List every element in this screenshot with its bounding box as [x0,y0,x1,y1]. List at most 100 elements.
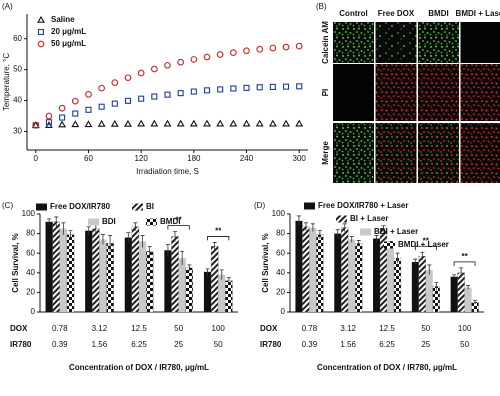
x-tick-label: 180 [187,154,201,163]
x-axis-title: Irradiation time, S [136,167,199,176]
marker [124,74,132,82]
marker [269,83,276,90]
column-label: Control [339,9,367,18]
x-tick-label: 50 [174,324,183,333]
x-tick-label: 25 [174,340,183,349]
bar [178,258,186,312]
error-bar [296,215,301,226]
micrograph [460,22,500,63]
micrograph [375,64,417,121]
marker [97,119,106,127]
row-label: IR780 [260,340,282,349]
legend-label: BMDI [160,217,180,226]
significance-label: ** [423,236,430,245]
significance-label: ** [461,252,468,261]
error-bar [342,223,347,232]
error-bar [205,268,210,275]
error-bar [413,258,418,265]
significance-bracket [167,225,190,230]
x-tick-label: 0 [34,154,39,163]
x-tick-label: 3.12 [92,324,108,333]
bar [348,239,356,312]
bar [379,228,388,313]
error-bar [303,222,308,231]
marker [256,84,263,91]
error-bar [310,223,315,232]
panel-label: (B) [316,2,327,11]
marker [58,104,66,112]
x-axis-title: Concentration of DOX / IR780, μg/mL [317,363,457,372]
x-tick-label: 100 [458,324,472,333]
y-tick-label: 40 [13,96,22,105]
micrograph [418,22,459,63]
error-bar [68,230,73,239]
x-tick-label: 1.56 [92,340,108,349]
y-tick-label: 60 [26,248,35,257]
marker [45,112,53,120]
marker [137,69,145,77]
error-bar [395,252,400,263]
column-label: BMDI + Laser [456,9,500,18]
marker [111,79,119,86]
y-tick-label: 60 [276,248,285,257]
marker [163,119,172,127]
error-bar [133,222,138,231]
marker [216,51,224,58]
significance-label: ** [215,227,222,236]
error-bar [317,230,322,239]
marker [37,28,45,36]
bar [164,250,172,312]
marker [242,119,251,127]
marker [138,95,145,102]
marker [32,121,40,129]
bar [185,267,194,313]
bar [145,251,154,313]
marker [111,100,118,107]
bar [334,233,342,312]
legend-label: 50 μg/mL [51,39,86,48]
marker [282,83,290,90]
bar [106,243,114,313]
error-bar [427,264,432,275]
bar [418,255,426,313]
bar [66,234,75,313]
x-tick-label: 6.25 [131,340,147,349]
marker [58,120,67,128]
y-tick-label: 80 [26,229,35,238]
bar [316,234,324,313]
error-bar [86,226,91,235]
legend-swatch [304,202,315,210]
marker [98,103,105,110]
y-tick-label: 50 [13,65,22,74]
bar [210,246,219,313]
error-bar [180,250,185,265]
micrograph [333,64,374,121]
legend-swatch [146,218,157,226]
bar [411,262,419,312]
error-bar [459,267,464,278]
legend-swatch [360,228,371,236]
row-label: Calcein AM [321,21,330,64]
legend-swatch [88,218,99,226]
marker [203,53,211,61]
marker [243,47,250,55]
marker [84,120,93,128]
marker [269,44,277,52]
bar [131,226,140,313]
marker [85,91,92,98]
bar [99,239,107,312]
y-axis-title: Temperature, °C [2,53,11,112]
marker [190,56,198,63]
row-label: DOX [260,324,278,333]
x-tick-label: 6.25 [379,340,395,349]
x-tick-label: 50 [460,340,469,349]
y-tick-label: 0 [31,307,36,316]
error-bar [349,236,354,243]
error-bar [335,229,340,238]
marker [282,119,290,127]
legend-label: Free DOX/IR780 + Laser [318,201,409,210]
panel-label: (A) [2,2,13,11]
micrograph [418,64,459,121]
error-bar [452,274,457,279]
x-tick-label: 12.5 [131,324,147,333]
